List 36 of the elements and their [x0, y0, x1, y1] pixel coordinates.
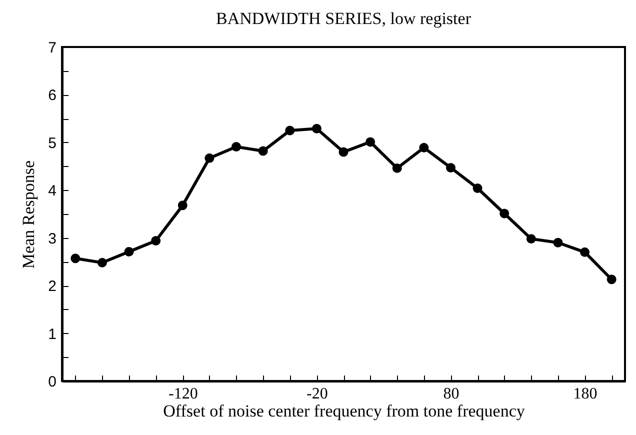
y-tick-label: 5 [48, 134, 56, 152]
point [178, 200, 188, 210]
point [124, 246, 134, 256]
point [500, 208, 510, 218]
y-tick-label: 7 [48, 40, 56, 56]
y-tick-label: 2 [48, 278, 56, 296]
point [553, 238, 563, 248]
point [204, 153, 214, 163]
point [151, 236, 161, 246]
point [258, 146, 268, 156]
y-tick-label: 6 [48, 87, 56, 104]
y-tick-label: 0 [48, 374, 56, 390]
x-tick-label: -120 [168, 386, 198, 402]
point [285, 126, 295, 136]
point [392, 163, 402, 173]
chart-title: BANDWIDTH SERIES, low register [216, 9, 472, 28]
y-tick-label: 3 [48, 230, 56, 248]
x-tick-label: 80 [443, 386, 460, 402]
point [97, 258, 107, 268]
point [366, 137, 376, 147]
y-tick-label: 4 [48, 182, 56, 200]
point [70, 254, 80, 264]
point [606, 274, 616, 284]
point [232, 142, 242, 152]
point [526, 234, 536, 244]
y-tick-label: 1 [48, 326, 56, 343]
y-axis-title: Mean Response [19, 160, 38, 269]
point [312, 124, 322, 134]
point [580, 247, 590, 257]
point [446, 162, 456, 172]
x-tick-label: -20 [306, 386, 328, 402]
point [338, 147, 348, 157]
point [472, 184, 482, 193]
x-tick-label: 180 [573, 386, 598, 402]
point [419, 142, 429, 152]
x-axis-title: Offset of noise center frequency from tone frequency [163, 402, 526, 420]
